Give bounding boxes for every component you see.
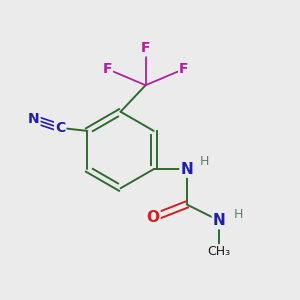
Text: C: C — [55, 121, 65, 135]
Text: F: F — [179, 62, 189, 76]
Text: N: N — [28, 112, 40, 126]
Text: H: H — [200, 155, 209, 168]
Text: O: O — [146, 210, 159, 225]
Text: N: N — [180, 162, 193, 177]
Text: N: N — [213, 213, 226, 228]
Text: F: F — [141, 41, 150, 56]
Text: H: H — [234, 208, 243, 221]
Text: CH₃: CH₃ — [208, 245, 231, 258]
Text: F: F — [103, 62, 112, 76]
